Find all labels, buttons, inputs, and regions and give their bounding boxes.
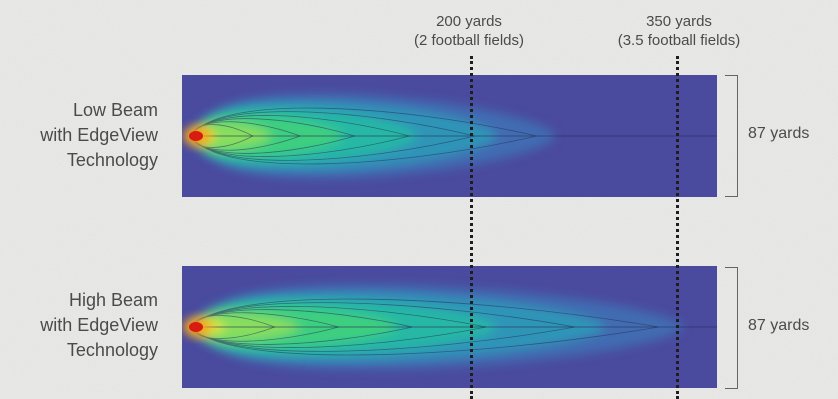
beam-pattern-high bbox=[182, 266, 717, 388]
beam-label-high: High Beam with EdgeView Technology bbox=[40, 288, 158, 363]
marker-label-200: 200 yards (2 football fields) bbox=[388, 12, 550, 50]
beam-hot-spot bbox=[189, 131, 203, 141]
beam-label-line: High Beam bbox=[68, 290, 158, 310]
width-label-high: 87 yards bbox=[748, 317, 810, 334]
beam-label-line: Low Beam bbox=[72, 100, 158, 120]
beam-label-line: with EdgeView bbox=[40, 315, 158, 335]
beam-label-low: Low Beam with EdgeView Technology bbox=[40, 98, 158, 173]
marker-equivalent: (2 football fields) bbox=[413, 32, 525, 49]
width-label-low: 87 yards bbox=[748, 125, 810, 142]
width-bracket-low bbox=[725, 75, 738, 197]
marker-label-350: 350 yards (3.5 football fields) bbox=[593, 12, 765, 50]
beam-label-line: Technology bbox=[66, 340, 158, 360]
marker-distance: 350 yards bbox=[646, 13, 712, 30]
marker-line-350 bbox=[676, 56, 679, 399]
marker-equivalent: (3.5 football fields) bbox=[617, 32, 741, 49]
beam-label-line: with EdgeView bbox=[40, 125, 158, 145]
beam-hot-spot bbox=[189, 322, 203, 332]
beam-pattern-low bbox=[182, 75, 717, 197]
width-bracket-high bbox=[725, 267, 738, 389]
marker-line-200 bbox=[470, 56, 473, 399]
marker-distance: 200 yards bbox=[436, 13, 502, 30]
beam-label-line: Technology bbox=[66, 150, 158, 170]
